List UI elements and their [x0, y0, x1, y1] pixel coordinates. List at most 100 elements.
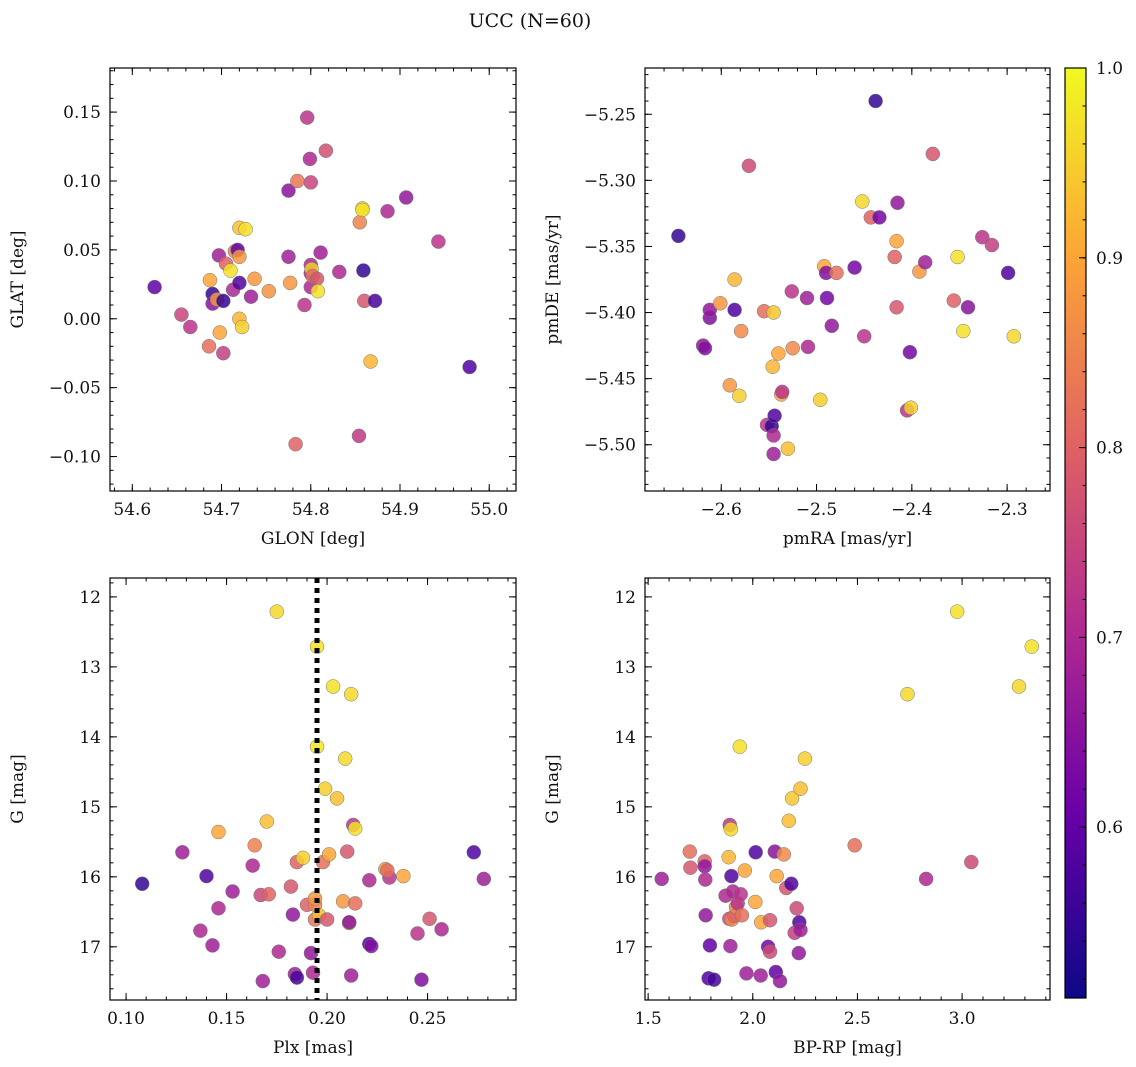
data-point — [1011, 679, 1027, 694]
data-point — [766, 305, 781, 320]
data-point — [949, 604, 965, 619]
data-point — [1024, 639, 1040, 654]
data-point — [321, 847, 337, 862]
data-point — [737, 863, 753, 878]
data-point — [727, 302, 742, 318]
data-point — [476, 871, 492, 887]
data-point — [800, 339, 816, 355]
data-point — [856, 329, 872, 344]
data-point — [363, 354, 378, 369]
data-point — [343, 686, 359, 702]
data-point — [774, 384, 790, 400]
data-point — [793, 781, 808, 796]
colorbar-gradient — [1064, 67, 1087, 999]
y-axis-title: G [mag] — [8, 754, 28, 823]
data-point — [784, 791, 800, 806]
data-point — [247, 838, 262, 853]
data-point — [193, 923, 208, 938]
axes-frame — [644, 67, 1051, 492]
panel-3: 0.10 0.15 0.20 0.25 12 13 14 15 16 17 Plx [mas] G [… — [8, 577, 517, 1058]
data-point — [211, 824, 226, 840]
y-tick-label: −5.35 — [584, 237, 636, 257]
data-point — [772, 973, 788, 989]
y-tick-label: 0.00 — [63, 310, 101, 330]
x-tick-label: 0.20 — [308, 1009, 346, 1029]
y-tick-label: 16 — [614, 868, 636, 888]
data-point — [183, 319, 198, 335]
x-tick-label: 2.5 — [844, 1009, 871, 1029]
data-point — [398, 190, 414, 205]
data-point — [698, 908, 713, 923]
data-point — [682, 844, 698, 859]
y-axis-title: pmDE [mas/yr] — [543, 214, 563, 344]
x-axis-title: pmRA [mas/yr] — [783, 529, 912, 549]
data-point — [887, 249, 902, 265]
data-point — [380, 863, 395, 878]
colorbar: 0.6 0.7 0.8 0.9 1.0 — [1064, 59, 1123, 999]
data-point — [318, 143, 334, 158]
data-point — [297, 297, 312, 313]
data-point — [302, 151, 318, 167]
data-point — [223, 263, 238, 278]
data-point — [889, 233, 904, 249]
data-point — [732, 739, 748, 754]
data-point — [325, 679, 341, 694]
data-point — [303, 945, 319, 961]
data-point — [762, 944, 778, 959]
data-point — [789, 901, 804, 916]
panel-2: −2.6 −2.5 −2.4 −2.3 −5.50 −5.45 −5.40 −5.35 −5.3… — [543, 67, 1051, 549]
y-tick-label: 16 — [79, 868, 101, 888]
data-point — [723, 821, 739, 837]
data-point — [299, 110, 315, 125]
data-point — [791, 945, 807, 961]
x-tick-label: −2.4 — [891, 500, 932, 520]
data-point — [734, 908, 750, 923]
data-point — [466, 845, 482, 860]
data-point — [733, 323, 749, 339]
data-point — [259, 814, 275, 829]
data-point — [683, 860, 698, 875]
data-point — [431, 234, 446, 249]
data-point — [984, 237, 1000, 253]
data-point — [243, 289, 259, 304]
data-point — [748, 845, 763, 860]
x-tick-label: 0.15 — [208, 1009, 246, 1029]
y-tick-label: 14 — [79, 728, 101, 748]
data-point — [902, 344, 918, 360]
data-point — [769, 868, 784, 884]
data-point — [713, 296, 728, 311]
y-tick-label: −0.05 — [49, 379, 101, 399]
data-point — [766, 428, 781, 443]
data-point — [225, 884, 240, 899]
x-tick-label: 1.5 — [635, 1009, 662, 1029]
data-point — [946, 293, 962, 308]
y-tick-label: −5.50 — [584, 436, 636, 456]
data-point — [396, 868, 411, 884]
y-tick-label: 15 — [79, 798, 101, 818]
data-point — [797, 751, 813, 766]
data-point — [285, 907, 301, 922]
data-point — [847, 838, 862, 853]
data-point — [332, 264, 347, 280]
data-point — [281, 183, 296, 198]
y-tick-label: 0.05 — [63, 241, 101, 261]
x-tick-label: 55.0 — [470, 500, 508, 520]
data-point — [855, 194, 870, 209]
data-point — [671, 228, 686, 244]
data-point — [288, 436, 303, 452]
data-point — [232, 249, 247, 265]
data-point — [799, 290, 815, 306]
x-tick-label: 0.25 — [409, 1009, 447, 1029]
data-point — [289, 970, 305, 985]
axes-frame — [109, 67, 517, 492]
data-point — [269, 604, 285, 619]
y-tick-label: 14 — [614, 728, 636, 748]
y-tick-label: −5.40 — [584, 304, 636, 324]
data-point — [654, 871, 669, 887]
data-point — [339, 844, 355, 859]
data-point — [199, 868, 214, 884]
data-point — [956, 323, 971, 339]
data-point — [776, 847, 792, 862]
x-tick-label: 0.10 — [107, 1009, 145, 1029]
data-point — [211, 901, 226, 916]
